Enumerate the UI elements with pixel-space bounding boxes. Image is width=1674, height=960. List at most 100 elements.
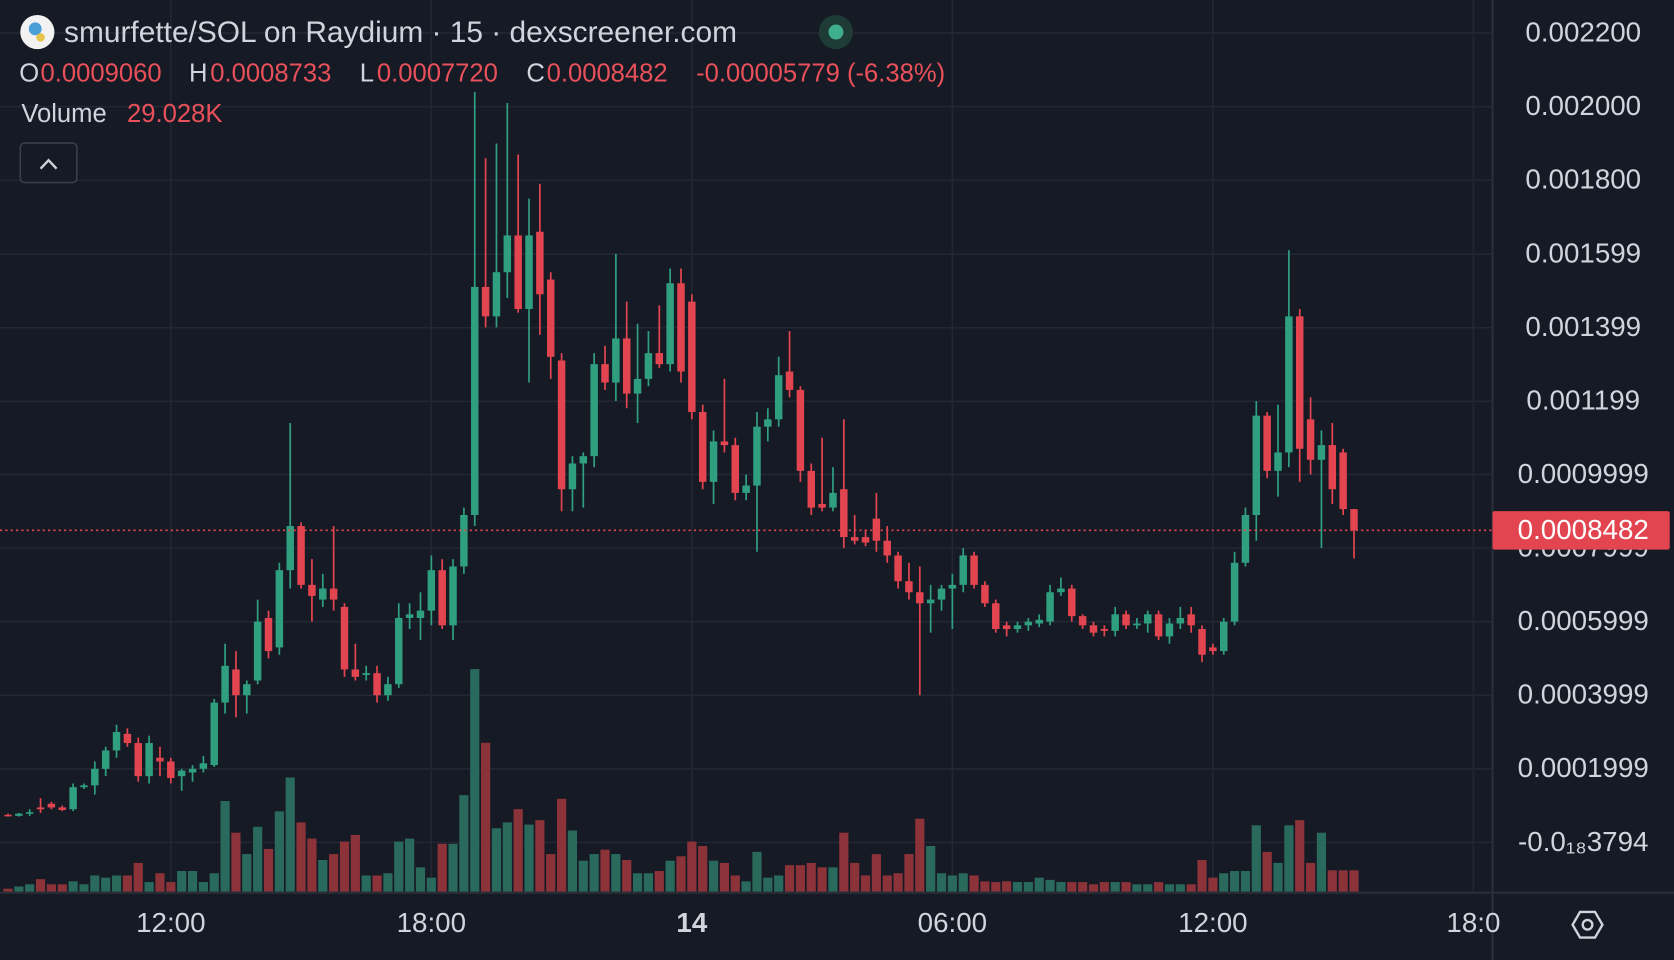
volume-bar (665, 860, 675, 892)
candle-body (123, 733, 132, 744)
volume-bar (546, 854, 556, 892)
candle-body (883, 540, 891, 556)
candle-body (145, 743, 153, 777)
volume-bar (632, 873, 643, 892)
volume-bar (68, 881, 78, 892)
candle-body (1013, 625, 1022, 630)
candle-body (253, 621, 262, 681)
volume-bar (57, 884, 67, 892)
candle-body (1154, 614, 1163, 637)
chart-title: smurfette/SOL on Raydium · 15 · dexscree… (64, 16, 737, 49)
candle-body (395, 617, 403, 685)
volume-bar (1273, 862, 1283, 892)
candle-body (101, 750, 110, 769)
candle-body (612, 338, 620, 383)
volume-bar (1034, 877, 1044, 892)
volume-bar (46, 884, 56, 892)
candle-body (1306, 419, 1315, 460)
candle-body (1328, 445, 1337, 490)
candle-body (210, 702, 218, 766)
volume-bar (708, 860, 719, 892)
volume-bar (296, 822, 306, 892)
volume-bar (741, 881, 751, 892)
candle-body (351, 669, 360, 677)
volume-bar (567, 830, 578, 892)
candle-body (959, 555, 967, 585)
candle-body (644, 353, 653, 379)
candle-body (1057, 588, 1065, 593)
volume-bar (133, 862, 143, 892)
candle-body (807, 470, 815, 508)
candle-body (286, 526, 294, 571)
y-tick-label: 0.001399 (1525, 311, 1641, 342)
candle-body (275, 570, 284, 648)
candle-body (1263, 415, 1271, 471)
volume-bar (426, 877, 436, 892)
candle-body (916, 592, 924, 604)
candle-body (579, 456, 588, 464)
candle-body (134, 743, 142, 777)
volume-bar (774, 875, 784, 892)
volume-bar (730, 875, 740, 892)
candle-body (1165, 623, 1174, 637)
candle-body (1209, 647, 1217, 652)
candle-body (460, 514, 468, 567)
volume-bar (437, 843, 447, 892)
volume-legend-name: Volume (21, 100, 106, 128)
volume-bar (676, 856, 686, 892)
candle-body (1176, 617, 1185, 624)
volume-bar (795, 865, 805, 892)
candle-body (1111, 614, 1119, 631)
candle-body (177, 770, 186, 777)
volume-bar (166, 882, 176, 892)
candle-body (80, 785, 88, 788)
candle-body (622, 338, 631, 394)
y-tick-label: 0.0005999 (1518, 605, 1649, 636)
settings-icon[interactable] (1571, 910, 1604, 939)
volume-bar (1262, 851, 1272, 892)
collapse-button-frame (19, 142, 78, 184)
candle-body (818, 503, 826, 508)
y-tick-label: 0.0003999 (1518, 679, 1649, 710)
volume-bar (339, 841, 350, 892)
volume-bar (1099, 882, 1109, 892)
volume-bar (556, 798, 567, 892)
candle-body (1198, 629, 1206, 655)
legend-value: 0.0008482 (547, 60, 668, 88)
volume-bar (372, 875, 382, 892)
legend-key: C (526, 60, 544, 88)
volume-bar (1164, 884, 1175, 892)
candle-body (438, 570, 446, 626)
legend-value: 0.0009060 (41, 60, 162, 88)
settings-dot (1581, 918, 1594, 931)
volume-bar (209, 873, 219, 892)
volume-bar (860, 875, 871, 892)
volume-bar (513, 809, 523, 892)
legend-key: H (189, 60, 207, 88)
volume-bar (79, 884, 89, 892)
candle-body (992, 603, 1000, 630)
volume-bar (882, 875, 892, 892)
y-tick-label: 0.002200 (1525, 16, 1641, 47)
volume-bar (1175, 884, 1185, 892)
volume-bar (1186, 884, 1196, 892)
candle-body (25, 812, 34, 814)
volume-bar (980, 881, 990, 892)
volume-bar (101, 877, 111, 892)
volume-bar (361, 875, 371, 892)
volume-bar (1154, 882, 1164, 892)
volume-bar (654, 871, 664, 892)
candle-body (1220, 621, 1228, 652)
volume-bar (459, 795, 469, 892)
candle-body (1035, 619, 1043, 624)
candle-body (232, 669, 240, 696)
collapse-button[interactable] (19, 142, 78, 184)
candle-body (774, 375, 783, 420)
volume-bar (177, 871, 187, 892)
volume-bar (285, 777, 295, 892)
candle-body (1046, 592, 1054, 622)
candle-body (850, 537, 859, 541)
x-tick-label: 12:00 (1178, 907, 1247, 938)
candle-body (731, 445, 740, 493)
